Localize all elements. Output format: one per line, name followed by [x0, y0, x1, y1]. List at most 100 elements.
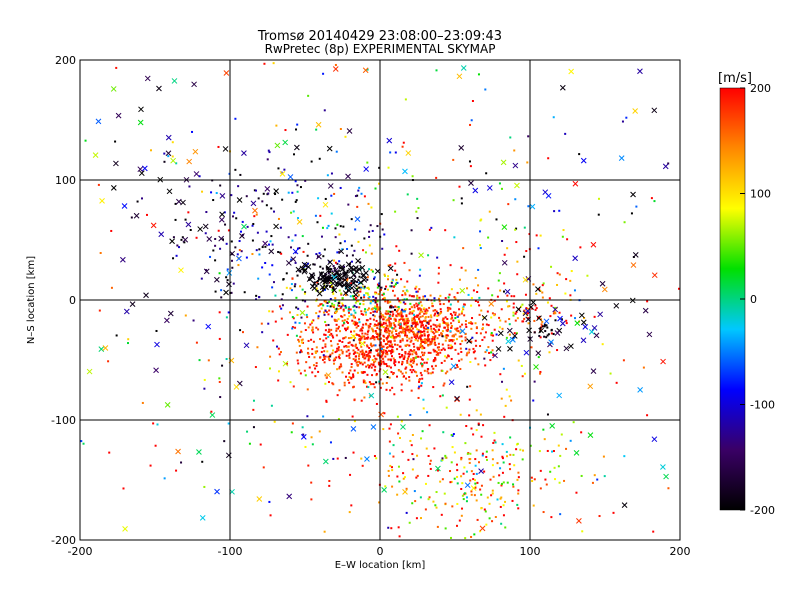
- data-point: [285, 286, 288, 289]
- data-point: [523, 317, 526, 320]
- data-point: [471, 317, 474, 320]
- data-point: [527, 317, 530, 320]
- data-point: [474, 482, 477, 485]
- data-point: [409, 358, 412, 361]
- data-point: [361, 349, 364, 352]
- data-point: [178, 246, 181, 249]
- data-point: [343, 384, 346, 387]
- data-point: [409, 302, 412, 305]
- data-point: [269, 514, 272, 517]
- data-point: [357, 294, 360, 297]
- data-point: [180, 238, 183, 241]
- data-point: [539, 234, 542, 237]
- data-point: [373, 455, 376, 458]
- cross-marker: [191, 81, 197, 88]
- data-point: [514, 198, 517, 201]
- data-point: [304, 329, 307, 332]
- data-point: [432, 359, 435, 362]
- data-point: [444, 316, 447, 319]
- data-point: [515, 241, 518, 244]
- data-point: [460, 350, 463, 353]
- data-point: [273, 420, 276, 423]
- cross-marker: [299, 309, 306, 316]
- data-point: [373, 277, 376, 280]
- cross-marker: [363, 166, 370, 172]
- data-point: [437, 353, 440, 356]
- cross-marker: [223, 289, 229, 296]
- data-point: [345, 306, 348, 309]
- data-point: [510, 399, 513, 402]
- data-point: [412, 332, 415, 335]
- data-point: [460, 358, 463, 361]
- data-point: [303, 292, 306, 295]
- data-point: [503, 253, 506, 256]
- data-point: [360, 192, 363, 195]
- data-point: [420, 351, 423, 354]
- data-point: [401, 361, 404, 364]
- data-point: [345, 375, 348, 378]
- data-point: [358, 342, 361, 345]
- data-point: [427, 326, 430, 329]
- cross-marker: [279, 170, 286, 177]
- data-point: [361, 351, 364, 354]
- data-point: [300, 350, 303, 353]
- data-point: [458, 313, 461, 316]
- data-point: [441, 394, 444, 397]
- data-point: [417, 307, 420, 310]
- data-point: [365, 350, 368, 353]
- data-point: [450, 326, 453, 329]
- data-point: [388, 365, 391, 368]
- data-point: [341, 297, 344, 300]
- cross-marker: [322, 201, 329, 208]
- data-point: [401, 338, 404, 341]
- data-point: [398, 356, 401, 359]
- data-point: [386, 365, 389, 368]
- data-point: [439, 395, 442, 398]
- data-point: [372, 300, 375, 303]
- data-point: [455, 329, 458, 332]
- data-point: [391, 326, 394, 329]
- data-point: [386, 342, 389, 345]
- data-point: [622, 359, 625, 362]
- data-point: [383, 412, 386, 415]
- data-point: [405, 371, 408, 374]
- data-point: [358, 306, 361, 309]
- data-point: [390, 371, 393, 374]
- cross-marker: [590, 368, 597, 374]
- data-point: [415, 517, 418, 520]
- cross-marker: [141, 165, 148, 172]
- data-point: [378, 282, 381, 285]
- data-point: [506, 247, 509, 250]
- cross-marker: [578, 312, 585, 319]
- data-point: [447, 328, 450, 331]
- data-point: [529, 444, 532, 447]
- data-point: [337, 302, 340, 305]
- data-point: [491, 492, 494, 495]
- cross-marker: [470, 485, 477, 492]
- cross-marker: [514, 182, 520, 189]
- data-point: [383, 273, 386, 276]
- data-point: [347, 309, 350, 312]
- data-point: [318, 430, 321, 433]
- data-point: [401, 372, 404, 375]
- data-point: [558, 481, 561, 484]
- data-point: [325, 311, 328, 314]
- data-point: [439, 480, 442, 483]
- data-point: [413, 315, 416, 318]
- data-point: [399, 370, 402, 373]
- data-point: [329, 285, 332, 288]
- data-point: [315, 299, 318, 302]
- data-point: [371, 335, 374, 338]
- data-point: [267, 149, 270, 152]
- data-point: [565, 278, 568, 281]
- data-point: [409, 327, 412, 330]
- cross-marker: [206, 236, 213, 242]
- data-point: [307, 352, 310, 355]
- data-point: [391, 386, 394, 389]
- data-point: [313, 263, 316, 266]
- data-point: [347, 378, 350, 381]
- data-point: [569, 294, 572, 297]
- cross-marker: [350, 333, 357, 340]
- data-point: [528, 233, 531, 236]
- data-point: [413, 370, 416, 373]
